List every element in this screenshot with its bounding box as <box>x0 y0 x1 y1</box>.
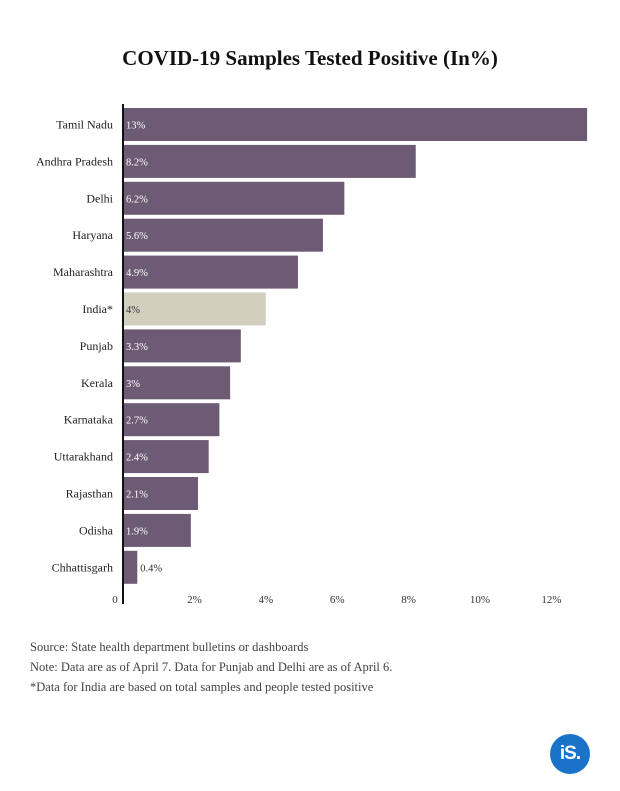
bar <box>123 403 220 437</box>
x-tick-label: 10% <box>470 594 490 606</box>
bar <box>123 292 266 326</box>
category-label: Andhra Pradesh <box>36 154 113 168</box>
bar <box>123 108 588 141</box>
value-label: 2.4% <box>126 453 148 464</box>
value-label: 2.7% <box>126 416 148 427</box>
footnotes: Source: State health department bulletin… <box>30 637 392 697</box>
value-label: 6.2% <box>126 194 148 205</box>
x-tick-label: 8% <box>401 594 416 606</box>
x-tick-label: 2% <box>187 594 202 606</box>
x-tick-label: 6% <box>330 594 345 606</box>
x-tick-label: 12% <box>541 594 561 606</box>
bar <box>123 218 323 252</box>
value-label: 4.9% <box>126 268 148 279</box>
value-label: 4% <box>126 305 140 316</box>
chart-title: COVID-19 Samples Tested Positive (In%) <box>122 46 498 70</box>
value-label: 3% <box>126 379 140 390</box>
category-label: Karnataka <box>64 413 114 427</box>
date-note: Note: Data are as of April 7. Data for P… <box>30 660 393 674</box>
value-label: 5.6% <box>126 231 148 242</box>
bar <box>123 329 241 363</box>
bar <box>123 477 198 510</box>
source-note: Source: State health department bulletin… <box>30 640 309 654</box>
bar <box>123 255 298 289</box>
category-label: Punjab <box>80 339 113 353</box>
category-label: Odisha <box>79 523 114 537</box>
value-label: 13% <box>126 121 146 132</box>
category-label: India* <box>82 302 113 316</box>
category-label: Uttarakhand <box>54 450 113 464</box>
category-label: Chhattisgarh <box>52 560 113 574</box>
x-tick-label: 4% <box>258 594 273 606</box>
category-label: Rajasthan <box>66 487 113 501</box>
category-label: Haryana <box>72 228 113 242</box>
value-label: 0.4% <box>140 563 162 574</box>
bar <box>123 181 345 215</box>
india-note: *Data for India are based on total sampl… <box>30 680 374 694</box>
value-label: 8.2% <box>126 157 148 168</box>
bar <box>123 366 231 400</box>
x-tick-label: 0 <box>112 594 118 606</box>
bar <box>123 550 138 584</box>
bar <box>123 144 416 178</box>
value-label: 3.3% <box>126 342 148 353</box>
category-label: Maharashtra <box>53 265 114 279</box>
bar <box>123 513 191 547</box>
category-label: Delhi <box>86 191 113 205</box>
value-label: 1.9% <box>126 526 148 537</box>
category-label: Tamil Nadu <box>56 118 113 132</box>
category-label: Kerala <box>81 376 114 390</box>
bar <box>123 440 209 474</box>
brand-logo: iS. <box>550 734 590 774</box>
bar-chart: Tamil Nadu 13% Andhra Pradesh 8.2% Delhi 6.2%… <box>36 104 588 606</box>
value-label: 2.1% <box>126 490 148 501</box>
